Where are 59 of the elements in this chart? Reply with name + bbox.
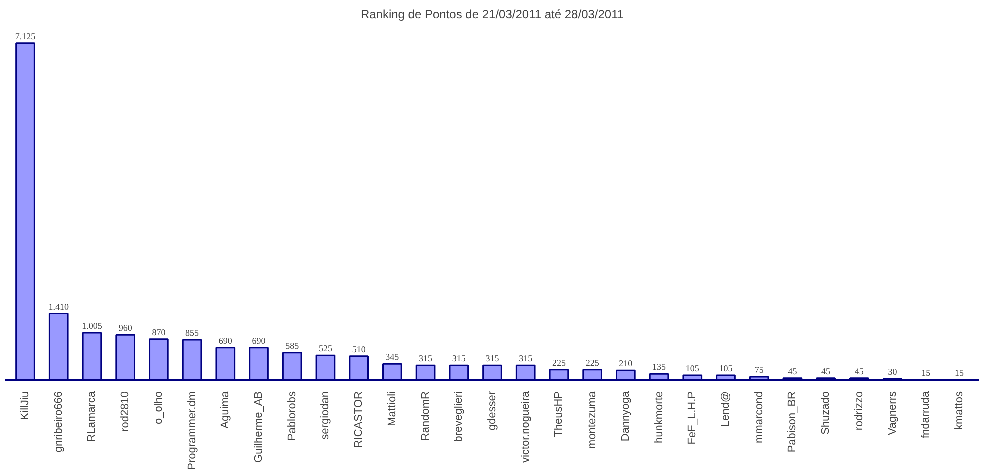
x-tick-label: RICASTOR [353, 391, 366, 448]
data-label: 345 [386, 352, 400, 362]
x-tick-label: FeF_L.H.P [686, 391, 699, 445]
data-label: 1.005 [82, 320, 103, 331]
x-tick-label: gdesser [486, 391, 498, 431]
data-label: 225 [586, 358, 600, 368]
data-label: 690 [218, 336, 233, 346]
data-label: 45 [788, 366, 798, 376]
data-label: 75 [754, 364, 764, 375]
x-tick-label: hunkmorte [653, 391, 666, 444]
data-label: 135 [652, 362, 667, 372]
data-label: 855 [186, 328, 200, 338]
x-tick-label: kmattos [953, 391, 966, 430]
data-label: 45 [822, 366, 832, 376]
x-tick-label: RLamarca [86, 390, 98, 442]
data-label: 105 [719, 364, 734, 374]
data-label: 225 [552, 358, 566, 368]
x-tick-label: rodrizzo [853, 392, 866, 431]
data-label: 510 [352, 344, 366, 354]
data-label: 15 [954, 368, 964, 378]
data-label: 315 [519, 354, 534, 364]
x-tick-label: rod2810 [120, 391, 132, 432]
x-tick-label: Programmer.dm [186, 391, 198, 470]
x-tick-label: breveglieri [453, 391, 466, 442]
x-tick-label: victor.nogueira [520, 390, 532, 464]
x-tick-label: montezuma [586, 390, 599, 449]
x-tick-label: TheusHP [553, 391, 566, 438]
data-label: 15 [922, 368, 932, 378]
data-label: 7.125 [15, 31, 36, 42]
x-tick-label: gnribeiro666 [52, 392, 65, 453]
x-tick-label: Guilherme_AB [253, 391, 266, 464]
data-label: 585 [286, 340, 300, 351]
x-tick-label: KillJiu [20, 391, 32, 420]
x-tick-label: Shuzado [820, 391, 832, 435]
data-label: 315 [452, 354, 466, 364]
x-tick-label: Dannyoga [620, 390, 632, 442]
x-tick-label: Vagnerrs [886, 391, 899, 436]
x-tick-label: o_olho [152, 391, 165, 425]
x-tick-label: Mattioli [386, 392, 398, 426]
data-label: 315 [486, 354, 500, 364]
x-tick-label: Lend@ [720, 391, 732, 428]
data-label: 105 [686, 364, 700, 374]
x-tick-label: mmarcond [753, 391, 766, 444]
data-label: 1.410 [48, 302, 70, 312]
data-label: 690 [252, 336, 266, 346]
x-tick-label: fndarruda [920, 390, 932, 439]
chart-title: Ranking de Pontos de 21/03/2011 até 28/03/2011 [360, 8, 624, 22]
x-tick-label: RandomR [420, 391, 432, 442]
x-tick-label: Pablorobs [286, 391, 298, 442]
x-tick-label: Aguima [220, 390, 232, 429]
data-label: 870 [152, 327, 166, 338]
data-label: 45 [854, 366, 864, 376]
x-tick-label: Pabison_BR [786, 391, 799, 453]
x-tick-label: sergiodan [320, 391, 332, 440]
data-label: 960 [118, 323, 133, 334]
data-label: 30 [888, 367, 898, 378]
data-label: 315 [419, 354, 434, 364]
data-label: 210 [619, 358, 634, 369]
data-label: 525 [318, 344, 333, 354]
